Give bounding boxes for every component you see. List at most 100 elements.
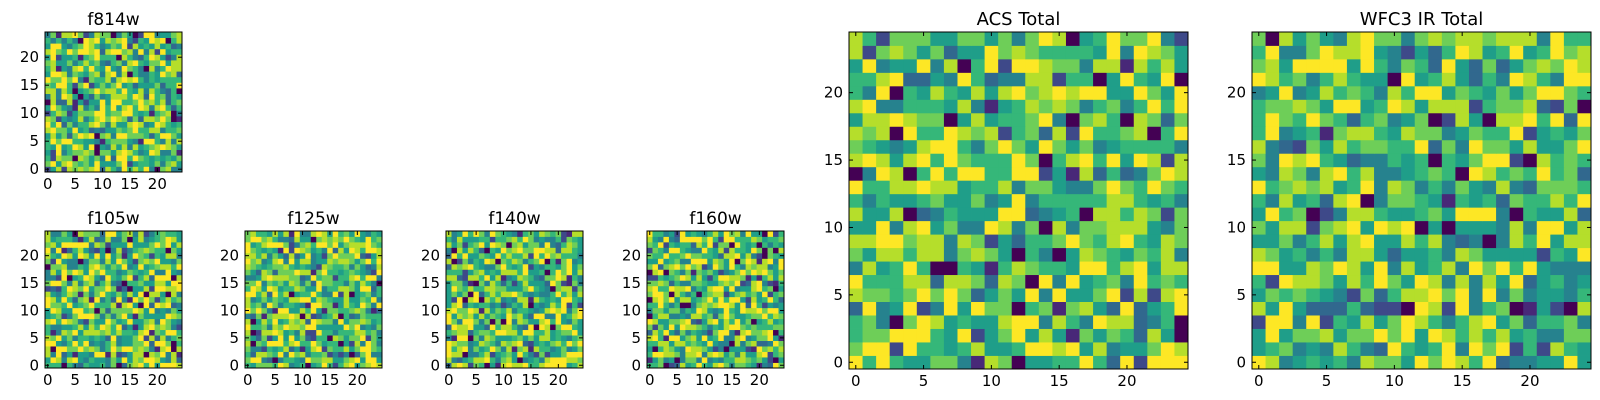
x-tick-label: 0 [444,371,454,389]
heatmap-cell [171,285,177,292]
heatmap-cell [83,132,90,139]
heatmap-cell [756,357,763,363]
heatmap-cell [1496,301,1511,316]
heatmap-cell [1387,72,1402,87]
heatmap-cell [451,329,458,336]
heatmap-cell [1414,193,1429,208]
heatmap-cell [495,241,502,248]
heatmap-cell [668,302,675,309]
heatmap-cell [283,247,290,254]
heatmap-cell [1093,328,1108,343]
heatmap-cell [277,357,284,363]
heatmap-cell [160,82,166,89]
heatmap-cell [105,324,112,331]
heatmap-cell [484,357,491,363]
heatmap-cell [176,302,183,309]
heatmap-cell [984,85,999,100]
heatmap-cell [127,351,134,358]
heatmap-cell [99,110,106,117]
heatmap-cell [160,346,166,352]
heatmap-cell [668,236,675,243]
heatmap-cell [143,121,150,128]
heatmap-cell [55,37,62,44]
heatmap-cell [876,193,891,208]
heatmap-cell [127,48,134,55]
heatmap-cell [1160,139,1175,154]
heatmap-cell [1038,180,1053,195]
heatmap-cell [160,329,166,336]
heatmap-cell [55,48,62,55]
heatmap-cell [679,241,686,248]
heatmap-cell [105,144,112,150]
heatmap-cell [930,274,945,289]
heatmap-cell [1563,247,1578,262]
heatmap-cell [1052,207,1067,222]
x-tick-label: 20 [750,371,769,389]
heatmap-cell [1093,153,1108,168]
heatmap-cell [132,329,139,336]
heatmap-cell [1093,99,1108,114]
heatmap-cell [360,313,366,320]
heatmap-cell [45,88,51,94]
heatmap-cell [701,280,708,287]
heatmap-cell [77,121,84,128]
heatmap-cell [360,280,366,287]
heatmap-cell [1120,72,1135,87]
heatmap-cell [132,99,139,106]
heatmap-cell [889,261,904,276]
heatmap-cell [577,302,584,309]
heatmap-cell [903,139,918,154]
heatmap-cell [1401,247,1416,262]
heatmap-cell [550,236,556,243]
heatmap-cell [1052,166,1067,181]
heatmap-cell [154,48,161,55]
heatmap-cell [277,351,284,358]
heatmap-cell [767,324,774,331]
heatmap-cell [160,313,166,320]
heatmap-cell [1577,220,1592,235]
heatmap-cell [1174,355,1189,370]
heatmap-cell [998,288,1013,302]
heatmap-cell [55,263,62,270]
heatmap-cell [451,351,458,358]
heatmap-cell [1550,166,1565,181]
heatmap-cell [696,324,703,331]
heatmap-cell [484,247,491,254]
y-tick-label: 15 [220,274,239,292]
heatmap-cell [149,351,155,358]
heatmap-cell [61,121,68,128]
heatmap-cell [773,362,779,369]
heatmap-cell [500,329,507,336]
heatmap-cell [165,324,172,331]
chart-title: f814w [87,10,139,30]
heatmap-cell [149,155,155,162]
heatmap-cell [66,335,73,341]
heatmap-cell [272,351,279,358]
heatmap-cell [299,252,306,259]
heatmap-cell [55,110,62,117]
heatmap-cell [555,357,562,363]
heatmap-cell [1265,247,1280,262]
heatmap-cell [1038,126,1053,141]
heatmap-cell [467,274,474,281]
heatmap-cell [984,193,999,208]
heatmap-cell [316,274,323,281]
heatmap-cell [1563,274,1578,289]
heatmap-cell [83,280,90,287]
heatmap-cell [1147,112,1162,127]
heatmap-cell [876,355,891,370]
heatmap-cell [105,116,112,122]
heatmap-cell [288,269,295,276]
heatmap-cell [121,329,128,336]
heatmap-cell [1306,193,1321,208]
heatmap-cell [176,32,183,38]
heatmap-cell [1174,112,1189,127]
heatmap-cell [544,274,551,281]
heatmap-cell [849,72,863,87]
heatmap-cell [473,236,480,243]
heatmap-cell [489,351,496,358]
heatmap-cell [250,236,257,243]
heatmap-cell [1523,261,1538,276]
heatmap-cell [971,99,985,114]
heatmap-cell [456,329,463,336]
